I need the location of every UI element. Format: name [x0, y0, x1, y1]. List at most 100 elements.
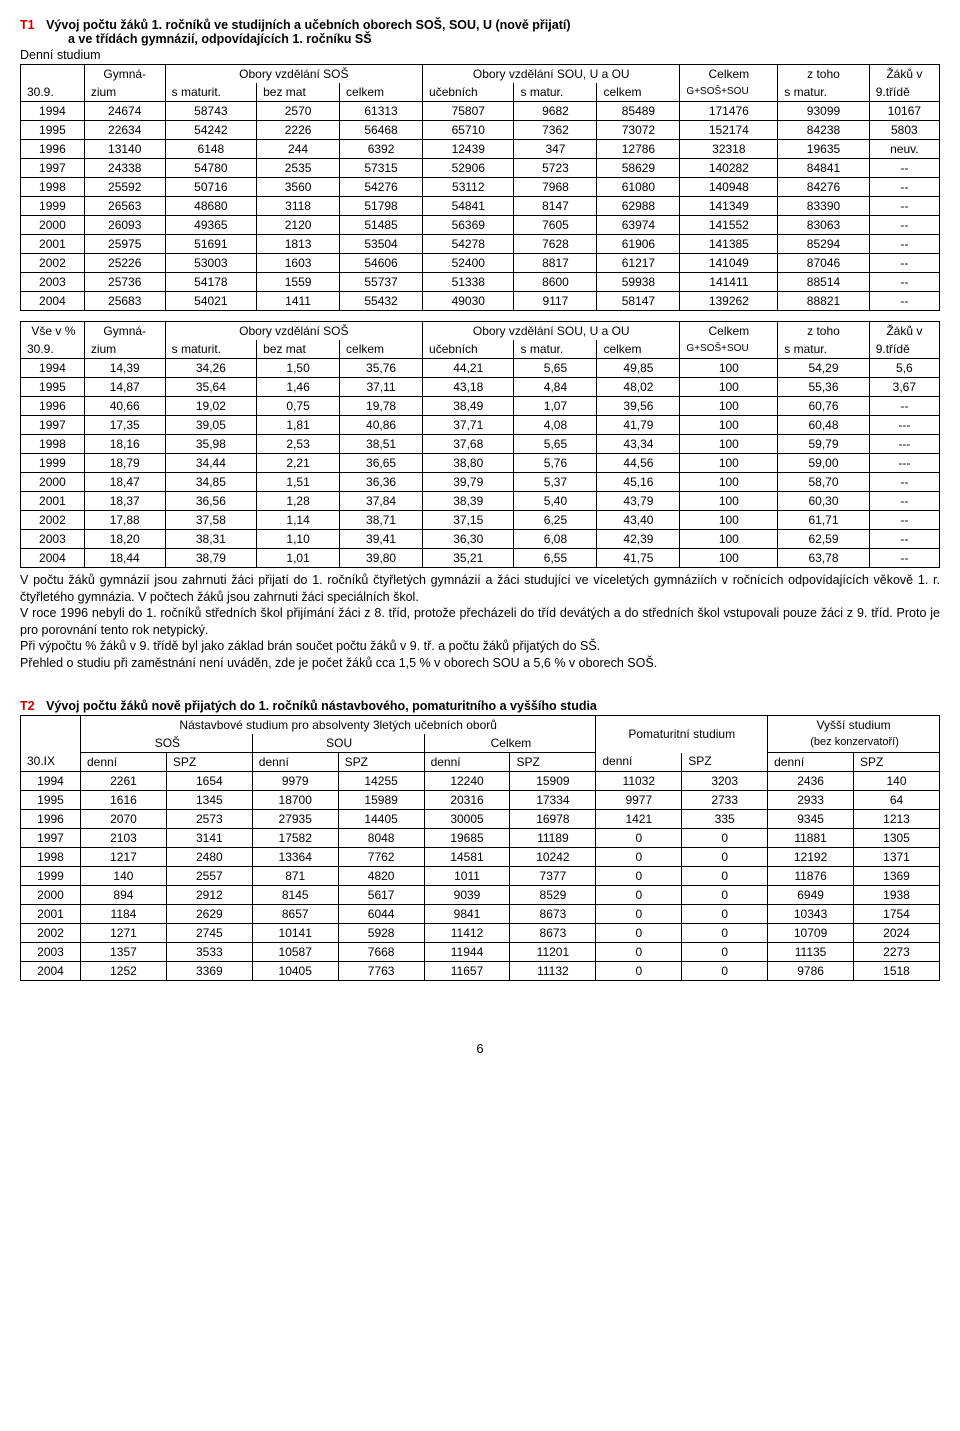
data-cell: 18,79 — [84, 454, 165, 473]
data-cell: 26563 — [84, 197, 165, 216]
data-cell: 8817 — [514, 254, 597, 273]
data-cell: 100 — [680, 416, 778, 435]
data-cell: 65710 — [423, 121, 514, 140]
year-cell: 2003 — [21, 273, 85, 292]
data-cell: 1411 — [257, 292, 340, 311]
data-cell: 16978 — [510, 810, 596, 829]
data-cell: 39,41 — [340, 530, 423, 549]
table-row: 199414,3934,261,5035,7644,215,6549,85100… — [21, 359, 940, 378]
data-cell: 6392 — [340, 140, 423, 159]
table-row: 1994226116549979142551224015909110323203… — [21, 772, 940, 791]
year-cell: 1994 — [21, 102, 85, 121]
data-cell: 5803 — [869, 121, 939, 140]
data-cell: 18,37 — [84, 492, 165, 511]
data-cell: 51798 — [340, 197, 423, 216]
data-cell: 38,39 — [423, 492, 514, 511]
data-cell: 38,31 — [165, 530, 256, 549]
t1-study: Denní studium — [20, 48, 940, 62]
data-cell: 26093 — [84, 216, 165, 235]
data-cell: 2733 — [682, 791, 768, 810]
data-cell: 100 — [680, 454, 778, 473]
data-cell: neuv. — [869, 140, 939, 159]
data-cell: 1271 — [81, 924, 167, 943]
data-cell: 49365 — [165, 216, 256, 235]
data-cell: 43,18 — [423, 378, 514, 397]
t2-gg2: SOU — [252, 734, 424, 753]
data-cell: 2745 — [166, 924, 252, 943]
hdr-g6: Žáků v — [869, 65, 939, 84]
data-cell: 37,11 — [340, 378, 423, 397]
year-cell: 1998 — [21, 178, 85, 197]
hdr-g1p: Gymná- — [84, 322, 165, 341]
t2-c8: SPZ — [682, 753, 768, 772]
sub-c4: celkem — [340, 83, 423, 102]
data-cell: 34,85 — [165, 473, 256, 492]
data-cell: 39,80 — [340, 549, 423, 568]
data-cell: -- — [869, 492, 939, 511]
data-cell: 54,29 — [778, 359, 869, 378]
sub-c7: celkem — [597, 83, 680, 102]
data-cell: -- — [869, 511, 939, 530]
data-cell: 1,50 — [257, 359, 340, 378]
data-cell: -- — [869, 273, 939, 292]
data-cell: 2629 — [166, 905, 252, 924]
data-cell: 49,85 — [597, 359, 680, 378]
data-cell: 1252 — [81, 962, 167, 981]
table-row: 1997210331411758280481968511189001188113… — [21, 829, 940, 848]
data-cell: 100 — [680, 549, 778, 568]
data-cell: 100 — [680, 397, 778, 416]
data-cell: 48,02 — [597, 378, 680, 397]
data-cell: 2,53 — [257, 435, 340, 454]
data-cell: 42,39 — [597, 530, 680, 549]
data-cell: 244 — [257, 140, 340, 159]
year-cell: 2001 — [21, 492, 85, 511]
year-cell: 2002 — [21, 924, 81, 943]
data-cell: -- — [869, 254, 939, 273]
t1-title-block: T1 Vývoj počtu žáků 1. ročníků ve studij… — [20, 18, 940, 46]
data-cell: 7968 — [514, 178, 597, 197]
data-cell: 35,98 — [165, 435, 256, 454]
data-cell: 8600 — [514, 273, 597, 292]
hdr-g1: Gymná- — [84, 65, 165, 84]
data-cell: 6148 — [165, 140, 256, 159]
data-cell: 4,84 — [514, 378, 597, 397]
year-cell: 1997 — [21, 159, 85, 178]
data-cell: 1938 — [854, 886, 940, 905]
data-cell: 10167 — [869, 102, 939, 121]
data-cell: 1,46 — [257, 378, 340, 397]
data-cell: 1559 — [257, 273, 340, 292]
hdr-pct: Vše v % — [21, 322, 85, 341]
sub-c2: s maturit. — [165, 83, 256, 102]
data-cell: 52906 — [423, 159, 514, 178]
data-cell: 894 — [81, 886, 167, 905]
data-cell: 51338 — [423, 273, 514, 292]
year-cell: 1995 — [21, 791, 81, 810]
data-cell: 54278 — [423, 235, 514, 254]
t1-table: Gymná- Obory vzdělání SOŠ Obory vzdělání… — [20, 64, 940, 311]
sub-c0: 30.9. — [21, 83, 85, 102]
data-cell: 5928 — [338, 924, 424, 943]
table-row: 2002252265300316035460652400881761217141… — [21, 254, 940, 273]
data-cell: 59938 — [597, 273, 680, 292]
table-row: 199717,3539,051,8140,8637,714,0841,79100… — [21, 416, 940, 435]
data-cell: -- — [869, 235, 939, 254]
data-cell: 0 — [596, 886, 682, 905]
data-cell: 347 — [514, 140, 597, 159]
data-cell: 5617 — [338, 886, 424, 905]
data-cell: 5,37 — [514, 473, 597, 492]
data-cell: 3369 — [166, 962, 252, 981]
data-cell: 8145 — [252, 886, 338, 905]
data-cell: 8048 — [338, 829, 424, 848]
data-cell: 100 — [680, 473, 778, 492]
data-cell: 8673 — [510, 905, 596, 924]
data-cell: 37,58 — [165, 511, 256, 530]
data-cell: 39,79 — [423, 473, 514, 492]
data-cell: 5,76 — [514, 454, 597, 473]
data-cell: 39,56 — [597, 397, 680, 416]
data-cell: 7762 — [338, 848, 424, 867]
data-cell: 3533 — [166, 943, 252, 962]
data-cell: 19,02 — [165, 397, 256, 416]
page-number: 6 — [20, 1041, 940, 1056]
data-cell: 2226 — [257, 121, 340, 140]
data-cell: 51691 — [165, 235, 256, 254]
